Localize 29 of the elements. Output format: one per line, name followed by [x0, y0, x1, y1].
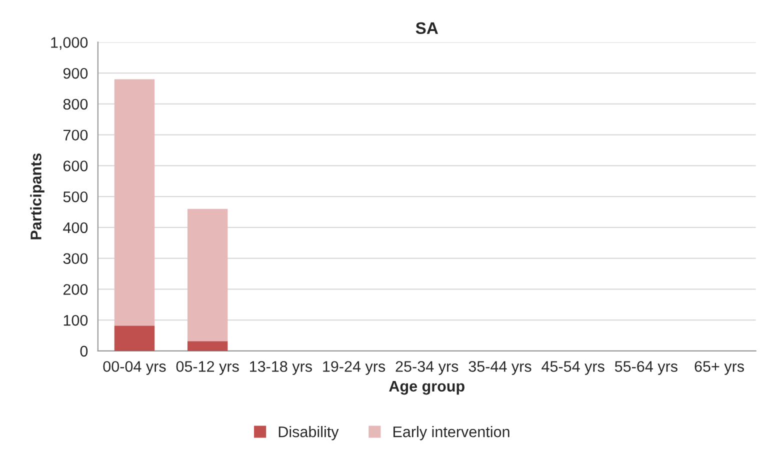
y-tick-label: 0 [80, 346, 88, 357]
legend-label: Disability [278, 426, 339, 440]
y-axis-title: Participants [30, 153, 44, 240]
bar [187, 208, 228, 342]
x-tick-label: 05-12 yrs [176, 361, 239, 375]
y-tick-label: 600 [63, 160, 88, 172]
y-tick-label: 100 [64, 314, 88, 326]
legend-label: Early intervention [393, 426, 510, 440]
bar [114, 79, 155, 326]
x-tick-label: 00-04 yrs [103, 361, 166, 375]
y-tick-label: 1,000 [51, 37, 88, 50]
y-tick-label: 200 [63, 284, 88, 295]
x-tick-label: 65+ yrs [694, 361, 744, 375]
bar [114, 326, 155, 351]
bar [187, 341, 228, 351]
x-tick-label: 25-34 yrs [396, 361, 458, 375]
x-tick-label: 13-18 yrs [250, 361, 312, 375]
x-tick-label: 35-44 yrs [468, 361, 532, 375]
x-tick-label: 45-54 yrs [542, 361, 604, 375]
y-tick-label: 700 [63, 130, 88, 141]
y-tick-label: 300 [63, 253, 88, 264]
x-axis-title: Age group [389, 380, 464, 395]
x-tick-label: 19-24 yrs [323, 361, 386, 375]
chart-title: SA [416, 22, 438, 34]
y-tick-label: 400 [63, 222, 88, 234]
x-tick-label: 55-64 yrs [614, 361, 678, 375]
y-tick-label: 500 [63, 191, 88, 202]
y-tick-label: 800 [63, 98, 88, 110]
y-tick-label: 900 [63, 68, 88, 79]
